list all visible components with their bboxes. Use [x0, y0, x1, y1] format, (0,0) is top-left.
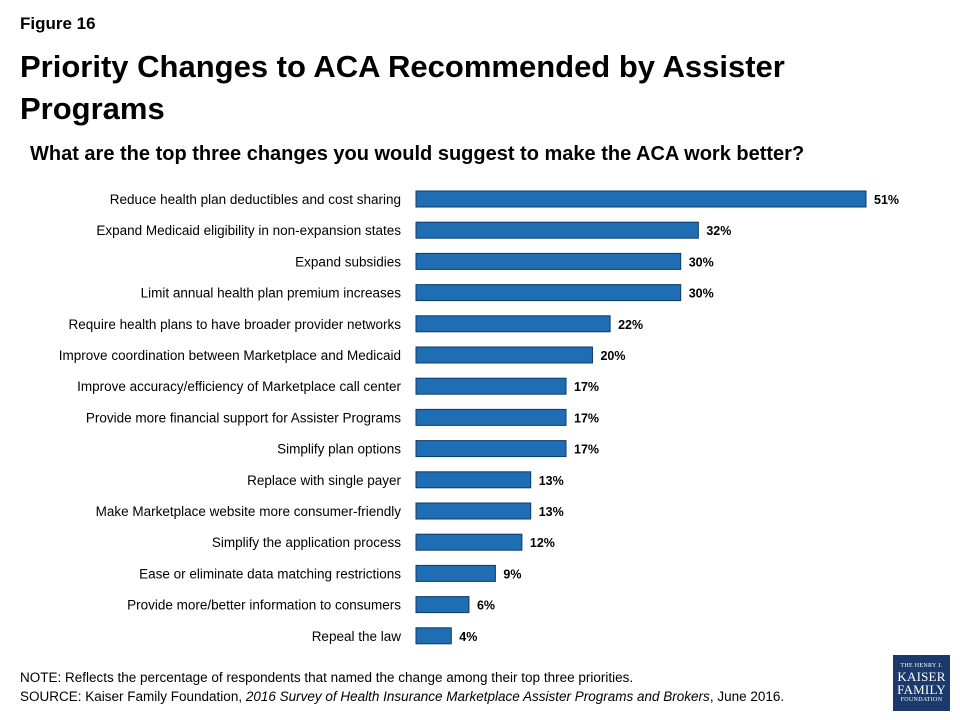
bar [415, 315, 611, 333]
kff-logo: THE HENRY J. KAISER FAMILY FOUNDATION [893, 655, 950, 711]
category-label: Provide more/better information to consu… [127, 598, 401, 613]
bar [415, 346, 593, 364]
bar-chart: Reduce health plan deductibles and cost … [59, 190, 899, 645]
data-label: 6% [477, 599, 495, 613]
data-label: 30% [689, 255, 714, 269]
data-label: 22% [618, 318, 643, 332]
bar [415, 408, 567, 426]
chart-subtitle: What are the top three changes you would… [30, 143, 805, 165]
bar [415, 440, 567, 458]
source-text: SOURCE: Kaiser Family Foundation, 2016 S… [20, 689, 785, 704]
data-label: 13% [539, 505, 564, 519]
data-label: 51% [874, 193, 899, 207]
bar [415, 596, 470, 614]
bar [415, 284, 682, 302]
data-label: 4% [459, 630, 477, 644]
bar [415, 221, 699, 239]
chart-note: NOTE: Reflects the percentage of respond… [20, 668, 784, 706]
category-label: Require health plans to have broader pro… [69, 317, 402, 332]
category-label: Simplify the application process [212, 535, 401, 550]
page-title: Priority Changes to ACA Recommended by A… [20, 49, 785, 126]
category-label: Expand subsidies [295, 254, 401, 269]
bar [415, 190, 867, 208]
data-label: 30% [689, 287, 714, 301]
category-label: Make Marketplace website more consumer-f… [96, 504, 402, 519]
bar [415, 533, 523, 551]
bar [415, 471, 532, 489]
data-label: 12% [530, 536, 555, 550]
category-label: Simplify plan options [277, 442, 401, 457]
data-label: 13% [539, 474, 564, 488]
data-label: 9% [503, 567, 521, 581]
bar [415, 377, 567, 395]
category-label: Limit annual health plan premium increas… [141, 286, 402, 301]
category-label: Improve coordination between Marketplace… [59, 348, 401, 363]
category-label: Replace with single payer [247, 473, 401, 488]
bar [415, 252, 682, 270]
category-label: Reduce health plan deductibles and cost … [110, 192, 401, 207]
data-label: 17% [574, 443, 599, 457]
figure-label: Figure 16 [20, 14, 96, 33]
category-label: Ease or eliminate data matching restrict… [139, 566, 401, 581]
bar [415, 564, 496, 582]
category-label: Repeal the law [312, 629, 402, 644]
bar [415, 502, 532, 520]
data-label: 32% [706, 224, 731, 238]
bar [415, 627, 452, 645]
note-text: NOTE: Reflects the percentage of respond… [20, 670, 634, 685]
data-label: 17% [574, 411, 599, 425]
category-label: Improve accuracy/efficiency of Marketpla… [77, 379, 401, 394]
data-label: 17% [574, 380, 599, 394]
category-label: Expand Medicaid eligibility in non-expan… [96, 223, 401, 238]
data-label: 20% [600, 349, 625, 363]
category-label: Provide more financial support for Assis… [86, 410, 401, 425]
